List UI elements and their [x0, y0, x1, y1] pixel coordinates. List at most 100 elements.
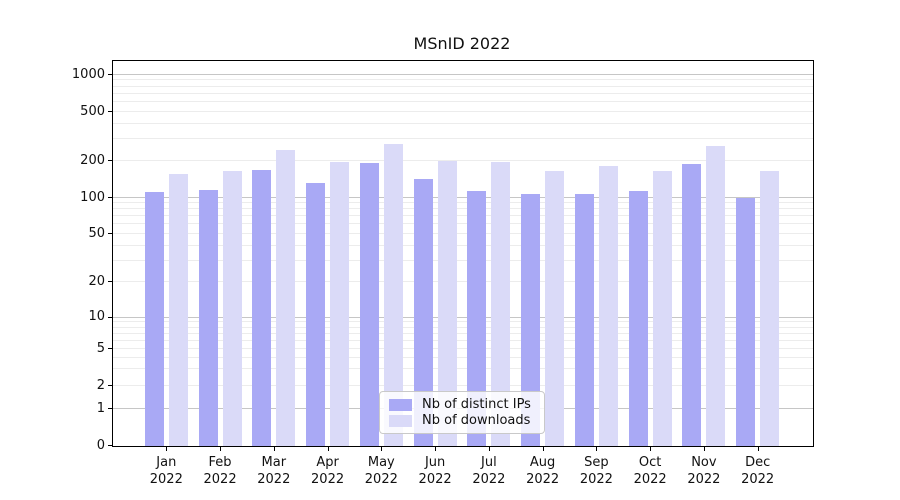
- x-tick-label: Apr 2022: [296, 454, 360, 488]
- y-tick-label: 5: [96, 341, 105, 357]
- minor-gridline: [113, 101, 813, 103]
- bar-distinct-ips: [574, 193, 594, 446]
- major-gridline: [113, 73, 813, 75]
- x-tick-label-line: Jun: [424, 455, 446, 470]
- y-tick-label: 50: [88, 226, 105, 242]
- x-tick-label-line: Mar: [261, 455, 287, 470]
- y-tick-mark: [108, 348, 112, 350]
- x-tick-label-line: Oct: [638, 455, 662, 470]
- x-tick-label-line: Feb: [208, 455, 232, 470]
- minor-gridline: [113, 356, 813, 358]
- major-gridline: [113, 196, 813, 198]
- y-tick-mark: [108, 281, 112, 282]
- x-tick-label: Feb 2022: [188, 454, 252, 488]
- minor-gridline: [113, 111, 813, 113]
- x-tick-label-line: 2022: [311, 472, 345, 487]
- minor-gridline: [113, 202, 813, 204]
- y-tick-label: 2: [96, 377, 105, 393]
- x-tick-label-line: Sep: [584, 455, 609, 470]
- bar-distinct-ips: [682, 163, 702, 446]
- minor-gridline: [113, 244, 813, 246]
- x-tick-label: Oct 2022: [618, 454, 682, 488]
- x-tick-label-line: 2022: [472, 472, 506, 487]
- minor-gridline: [113, 223, 813, 225]
- x-tick-label-line: 2022: [687, 472, 721, 487]
- x-tick-label: Sep 2022: [564, 454, 628, 488]
- chart-title: MSnID 2022: [413, 34, 511, 53]
- minor-gridline: [113, 348, 813, 350]
- bar-distinct-ips: [144, 191, 164, 446]
- x-tick-mark: [650, 447, 652, 451]
- y-tick-mark: [108, 160, 112, 161]
- bar-distinct-ips: [467, 191, 487, 446]
- x-tick-label-line: 2022: [149, 472, 183, 487]
- minor-gridline: [113, 384, 813, 386]
- x-tick-mark: [435, 447, 437, 451]
- x-tick-label-line: Nov: [691, 455, 717, 470]
- minor-gridline: [113, 92, 813, 94]
- bar-distinct-ips: [306, 182, 326, 446]
- bar-downloads: [330, 161, 350, 446]
- x-tick-label-line: 2022: [203, 472, 237, 487]
- bar-downloads: [598, 165, 618, 446]
- bar-distinct-ips: [521, 193, 541, 446]
- bar-downloads: [545, 171, 565, 446]
- legend-label-ips: Nb of distinct IPs: [422, 397, 531, 412]
- bar-downloads: [760, 170, 780, 446]
- y-tick-mark: [108, 111, 112, 113]
- x-tick-label-line: Aug: [529, 455, 556, 470]
- x-tick-mark: [220, 447, 222, 451]
- minor-gridline: [113, 326, 813, 328]
- x-tick-mark: [488, 447, 490, 451]
- y-tick-label: 100: [80, 189, 105, 205]
- minor-gridline: [113, 138, 813, 140]
- x-tick-label: Dec 2022: [726, 454, 790, 488]
- y-tick-mark: [108, 73, 112, 75]
- x-tick-label-line: Jul: [481, 455, 497, 470]
- x-tick-mark: [757, 447, 759, 451]
- minor-gridline: [113, 85, 813, 87]
- x-tick-label: Jan 2022: [134, 454, 198, 488]
- minor-gridline: [113, 160, 813, 161]
- bar-distinct-ips: [359, 163, 379, 446]
- x-tick-label-line: Jan: [156, 455, 177, 470]
- x-tick-label-line: 2022: [257, 472, 291, 487]
- bar-downloads: [168, 173, 188, 446]
- x-tick-label: Jun 2022: [403, 454, 467, 488]
- y-tick-mark: [108, 384, 112, 386]
- y-tick-label: 20: [88, 273, 105, 289]
- legend: Nb of distinct IPs Nb of downloads: [379, 391, 545, 434]
- y-tick-mark: [108, 408, 112, 410]
- minor-gridline: [113, 368, 813, 370]
- legend-swatch-ips-icon: [389, 398, 412, 411]
- plot-area: 0 1 2 5 10 20 50 100 200 500 1000 Jan 2022 Feb 2022 Mar…: [72, 60, 814, 487]
- bar-downloads: [706, 145, 726, 446]
- x-tick-label-line: 2022: [741, 472, 775, 487]
- x-tick-mark: [381, 447, 383, 451]
- x-tick-label-line: 2022: [418, 472, 452, 487]
- y-tick-label: 200: [80, 152, 105, 168]
- y-tick-mark: [108, 445, 112, 446]
- minor-gridline: [113, 215, 813, 217]
- x-tick-mark: [273, 447, 275, 451]
- y-tick-label: 10: [88, 309, 105, 325]
- x-tick-label: Mar 2022: [242, 454, 306, 488]
- minor-gridline: [113, 281, 813, 282]
- x-tick-label-line: May: [367, 455, 395, 470]
- legend-item-ips: Nb of distinct IPs: [389, 397, 536, 412]
- legend-swatch-downloads-icon: [389, 414, 412, 427]
- x-tick-label: Jul 2022: [457, 454, 521, 488]
- x-tick-mark: [596, 447, 598, 451]
- bar-distinct-ips: [628, 190, 648, 446]
- minor-gridline: [113, 208, 813, 210]
- y-tick-label: 500: [80, 104, 105, 119]
- x-tick-mark: [327, 447, 329, 451]
- minor-gridline: [113, 233, 813, 235]
- minor-gridline: [113, 339, 813, 341]
- x-tick-mark: [542, 447, 544, 451]
- bar-distinct-ips: [736, 197, 756, 446]
- x-tick-label-line: 2022: [364, 472, 398, 487]
- y-tick-mark: [108, 196, 112, 198]
- x-tick-label: Nov 2022: [672, 454, 736, 488]
